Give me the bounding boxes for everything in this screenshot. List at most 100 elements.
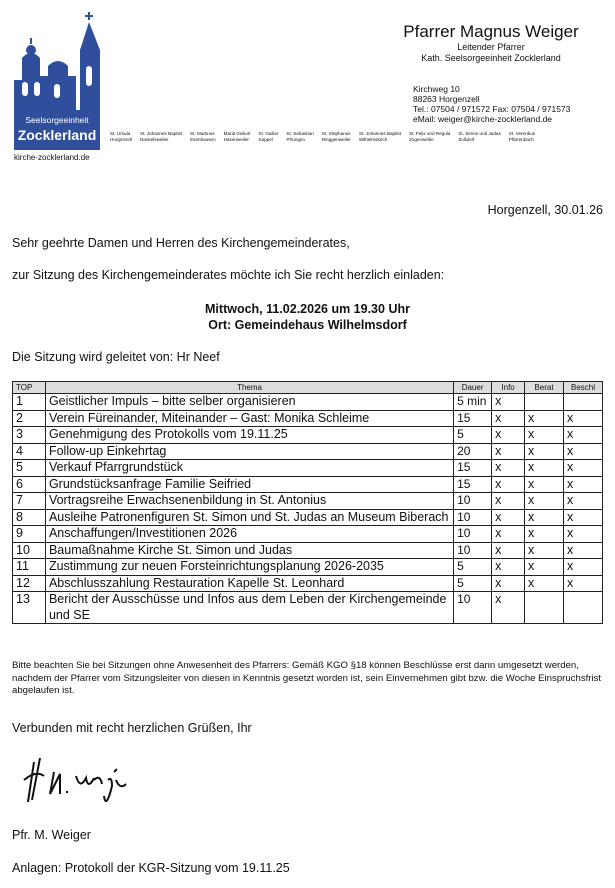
parish: St. Felix und Regula Zogenweiler [409,131,450,143]
table-cell: x [491,442,526,460]
table-cell: x [491,574,526,592]
table-cell: x [563,508,603,526]
agenda-table: TOP Thema Dauer Info Berat Beschl 1 Geistlicher… [12,381,603,624]
table-cell: x [524,492,564,510]
parish: St. Johannes Baptist Wilhelmskirch [359,131,401,143]
logo-line1: Seelsorgeeinheit [25,115,89,125]
parish: St. Stephanus Ringgenweiler [322,131,351,143]
table-cell: x [491,459,526,477]
table-cell: x [524,558,564,576]
table-cell: x [563,475,603,493]
parish-place: Wilhelmskirch [358,137,388,142]
column-header: Info [491,381,526,394]
table-cell: x [524,525,564,543]
parish-place: Kappel [258,137,273,142]
table-row: 3 Genehmigung des Protokolls vom 19.11.25… [12,426,603,444]
parish: St. Simon und Judas Zußdorf [458,131,500,143]
table-cell: 11 [12,558,46,576]
column-header: Beschl [563,381,603,394]
parish-name: St. Sebastian [286,131,314,136]
table-cell: x [563,459,603,477]
parish-name: St. Ursula [110,131,131,136]
table-cell: x [491,409,526,427]
table-cell: x [491,475,526,493]
salutation: Sehr geehrte Damen und Herren des Kirche… [12,236,350,250]
table-cell: x [563,558,603,576]
table-row: 10 Baumaßnahme Kirche St. Simon und Judas… [12,541,603,559]
table-cell: x [524,459,564,477]
table-cell: x [563,409,603,427]
phone: Tel.: 07504 / 971572 Fax: 07504 / 971573 [413,104,571,114]
table-cell: x [524,409,564,427]
parish-place: Zogenweiler [408,137,435,142]
sender-role: Leitender Pfarrer [457,42,525,52]
parish-name: St. Martinus [190,131,215,136]
email: eMail: weiger@kirche-zocklerland.de [413,114,553,124]
table-cell: 5 [453,426,493,444]
table-cell: 6 [12,475,46,493]
column-header: Berat [524,381,564,394]
table-cell: 15 [453,459,493,477]
table-cell: x [524,508,564,526]
table-row: 11 Zustimmung zur neuen Forsteinrichtungs… [12,558,603,576]
intro: zur Sitzung des Kirchengemeinderates möc… [12,268,445,282]
table-row: 13 Bericht der Ausschüsse und Infos aus d… [12,591,603,624]
table-cell: Ausleihe Patronenfiguren St. Simon und S… [44,508,455,526]
table-cell: x [491,541,526,559]
parish-name: St. Gallus [258,131,279,136]
table-cell: x [491,508,526,526]
table-cell: 7 [12,492,46,510]
table-row: 6 Grundstücksanfrage Familie Seifried 15 x x… [12,475,603,493]
parish-place: Ringgenweiler [321,137,351,142]
table-cell: x [563,426,603,444]
meeting-when: Mittwoch, 11.02.2026 um 19.30 Uhr [205,302,410,316]
table-cell: 20 [453,442,493,460]
table-cell [524,393,564,411]
table-cell: 1 [12,393,46,411]
table-cell: x [491,525,526,543]
parish-name: St. Verenbus [508,131,536,136]
table-cell: x [563,541,603,559]
note: Bitte beachten Sie bei Sitzungen ohne An… [12,660,602,696]
table-cell: x [491,393,526,411]
column-header: Thema [44,381,455,394]
table-cell: Vortragsreihe Erwachsenenbildung in St. … [44,492,455,510]
table-cell: Abschlusszahlung Restauration Kapelle St… [44,574,455,592]
table-cell: 5 [12,459,46,477]
table-cell: x [524,442,564,460]
parish: St. Sebastian Pfrungen [286,131,313,143]
table-cell: Genehmigung des Protokolls vom 19.11.25 [44,426,455,444]
parish-place: Dankelsweiler [139,137,169,142]
parish-name: St. Felix und Regula [408,131,451,136]
table-cell [563,591,603,624]
table-cell: x [524,574,564,592]
website: kirche-zocklerland.de [14,153,90,162]
table-cell: 2 [12,409,46,427]
signer: Pfr. M. Weiger [12,828,91,842]
table-cell: x [563,442,603,460]
column-header: Dauer [453,381,493,394]
parish: St. Verenbus Pfärrenbach [509,131,535,143]
table-cell: Geistlicher Impuls – bitte selber organi… [44,393,455,411]
parish: St. Johannes Baptist Dankelsweiler [140,131,182,143]
table-row: 2 Verein Füreinander, Miteinander – Gast:… [12,409,603,427]
table-cell [563,393,603,411]
table-cell: x [563,525,603,543]
table-cell: 5 [453,558,493,576]
parish-place: Zußdorf [458,137,475,142]
address: Kirchweg 10 88263 Horgenzell Tel.: 07504… [413,84,570,124]
parish-place: Hasenweiler [223,137,249,142]
table-cell: x [491,558,526,576]
closing: Verbunden mit recht herzlichen Grüßen, I… [12,721,252,735]
street: Kirchweg 10 [413,84,460,94]
sender-unit: Kath. Seelsorgeeinheit Zocklerland [421,53,561,63]
table-cell: x [491,426,526,444]
logo: Seelsorgeeinheit Zocklerland [14,12,100,150]
table-cell: 13 [12,591,46,624]
table-cell: 10 [453,591,493,624]
table-cell: Bericht der Ausschüsse und Infos aus dem… [44,591,455,624]
table-cell: 3 [12,426,46,444]
parish-name: St. Simon und Judas [458,131,501,136]
table-cell: x [524,426,564,444]
